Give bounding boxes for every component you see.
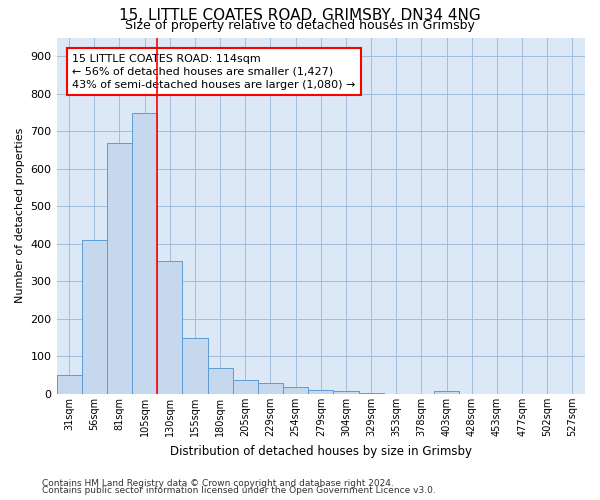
Bar bbox=[208, 368, 233, 394]
Bar bbox=[157, 260, 182, 394]
Bar bbox=[182, 338, 208, 394]
Bar bbox=[308, 390, 334, 394]
Y-axis label: Number of detached properties: Number of detached properties bbox=[15, 128, 25, 304]
Text: 15 LITTLE COATES ROAD: 114sqm
← 56% of detached houses are smaller (1,427)
43% o: 15 LITTLE COATES ROAD: 114sqm ← 56% of d… bbox=[73, 54, 356, 90]
Bar bbox=[132, 112, 157, 394]
Bar bbox=[359, 393, 383, 394]
X-axis label: Distribution of detached houses by size in Grimsby: Distribution of detached houses by size … bbox=[170, 444, 472, 458]
Text: Size of property relative to detached houses in Grimsby: Size of property relative to detached ho… bbox=[125, 18, 475, 32]
Bar bbox=[107, 142, 132, 394]
Text: Contains public sector information licensed under the Open Government Licence v3: Contains public sector information licen… bbox=[42, 486, 436, 495]
Bar bbox=[82, 240, 107, 394]
Text: 15, LITTLE COATES ROAD, GRIMSBY, DN34 4NG: 15, LITTLE COATES ROAD, GRIMSBY, DN34 4N… bbox=[119, 8, 481, 22]
Bar bbox=[233, 380, 258, 394]
Bar bbox=[258, 382, 283, 394]
Bar bbox=[434, 391, 459, 394]
Text: Contains HM Land Registry data © Crown copyright and database right 2024.: Contains HM Land Registry data © Crown c… bbox=[42, 478, 394, 488]
Bar bbox=[56, 375, 82, 394]
Bar bbox=[334, 392, 359, 394]
Bar bbox=[283, 387, 308, 394]
